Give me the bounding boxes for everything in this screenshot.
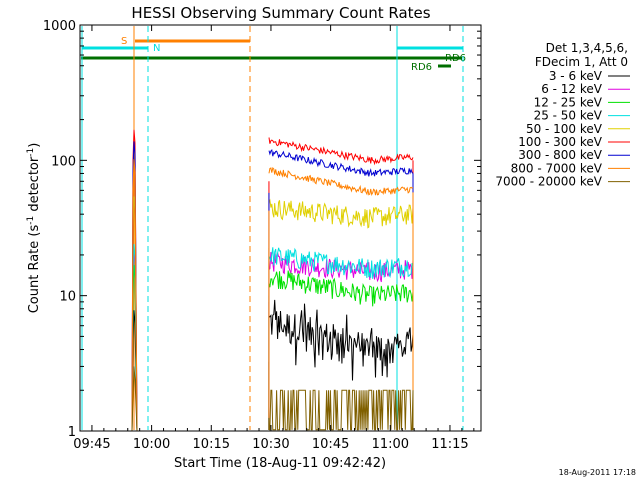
legend-label-3: 25 - 50 keV (534, 109, 603, 123)
flags-layer: S N RD6 RD6 (81, 26, 466, 430)
y-label-part1: Count Rate (s (27, 225, 42, 314)
series-8 (131, 366, 414, 431)
series-line-5 (268, 137, 414, 166)
timestamp: 18-Aug-2011 17:18 (559, 468, 636, 477)
legend-label-5: 100 - 300 keV (518, 135, 602, 149)
series-line-2 (268, 270, 414, 307)
series-spike-7 (131, 159, 138, 431)
chart-title: HESSI Observing Summary Count Rates (131, 4, 430, 22)
series-line-3 (268, 247, 414, 279)
legend-label-1: 6 - 12 keV (541, 82, 603, 96)
legend-label-6: 300 - 800 keV (518, 148, 602, 162)
rd-flag-label-right: RD6 (445, 53, 466, 64)
series-4 (131, 196, 414, 431)
rd-flag-label-lower: RD6 (411, 62, 432, 73)
x-tick-label-0: 09:45 (73, 437, 110, 452)
y-axis-label: Count Rate (s-1 detector-1) (26, 143, 42, 314)
x-tick-label-1: 10:00 (133, 437, 170, 452)
legend-label-0: 3 - 6 keV (549, 69, 603, 83)
series-spike-8 (131, 366, 138, 431)
legend-label-8: 7000 - 20000 keV (495, 175, 602, 189)
y-label-sup2: -1 (26, 148, 36, 157)
ticks-layer: 09:45 10:00 10:15 10:30 10:45 11:00 11:15 1 10 10… (43, 19, 481, 452)
x-tick-label-4: 10:45 (312, 437, 349, 452)
legend-header-2: FDecim 1, Att 0 (535, 55, 628, 69)
series-line-6 (268, 149, 414, 177)
x-axis-label: Start Time (18-Aug-11 09:42:42) (174, 456, 386, 471)
plot-frame (79, 24, 482, 432)
x-tick-label-2: 10:15 (193, 437, 230, 452)
y-label-part3: ) (27, 143, 42, 148)
y-label-part2: detector (27, 156, 42, 216)
legend-label-4: 50 - 100 keV (526, 122, 603, 136)
series-line-0 (268, 299, 414, 381)
series-line-7 (268, 166, 414, 196)
y-tick-label-3: 1000 (43, 19, 76, 34)
series-line-4 (268, 198, 414, 229)
series-layer (131, 129, 414, 431)
x-tick-label-6: 11:15 (431, 437, 468, 452)
y-tick-label-0: 1 (68, 425, 76, 440)
y-tick-label-2: 100 (51, 154, 76, 169)
night-flag-label: N (153, 43, 160, 54)
y-label-sup1: -1 (26, 216, 36, 225)
series-line-8 (269, 389, 414, 431)
x-tick-label-5: 11:00 (372, 437, 409, 452)
y-tick-label-1: 10 (59, 290, 76, 305)
legend-label-7: 800 - 7000 keV (511, 161, 603, 175)
saa-flag-label: S (121, 36, 127, 47)
series-7 (131, 159, 414, 431)
series-5 (131, 129, 414, 431)
series-6 (131, 141, 414, 431)
legend-label-2: 12 - 25 keV (534, 95, 603, 109)
x-tick-label-3: 10:30 (252, 437, 289, 452)
legend-header-1: Det 1,3,4,5,6, (546, 41, 628, 55)
